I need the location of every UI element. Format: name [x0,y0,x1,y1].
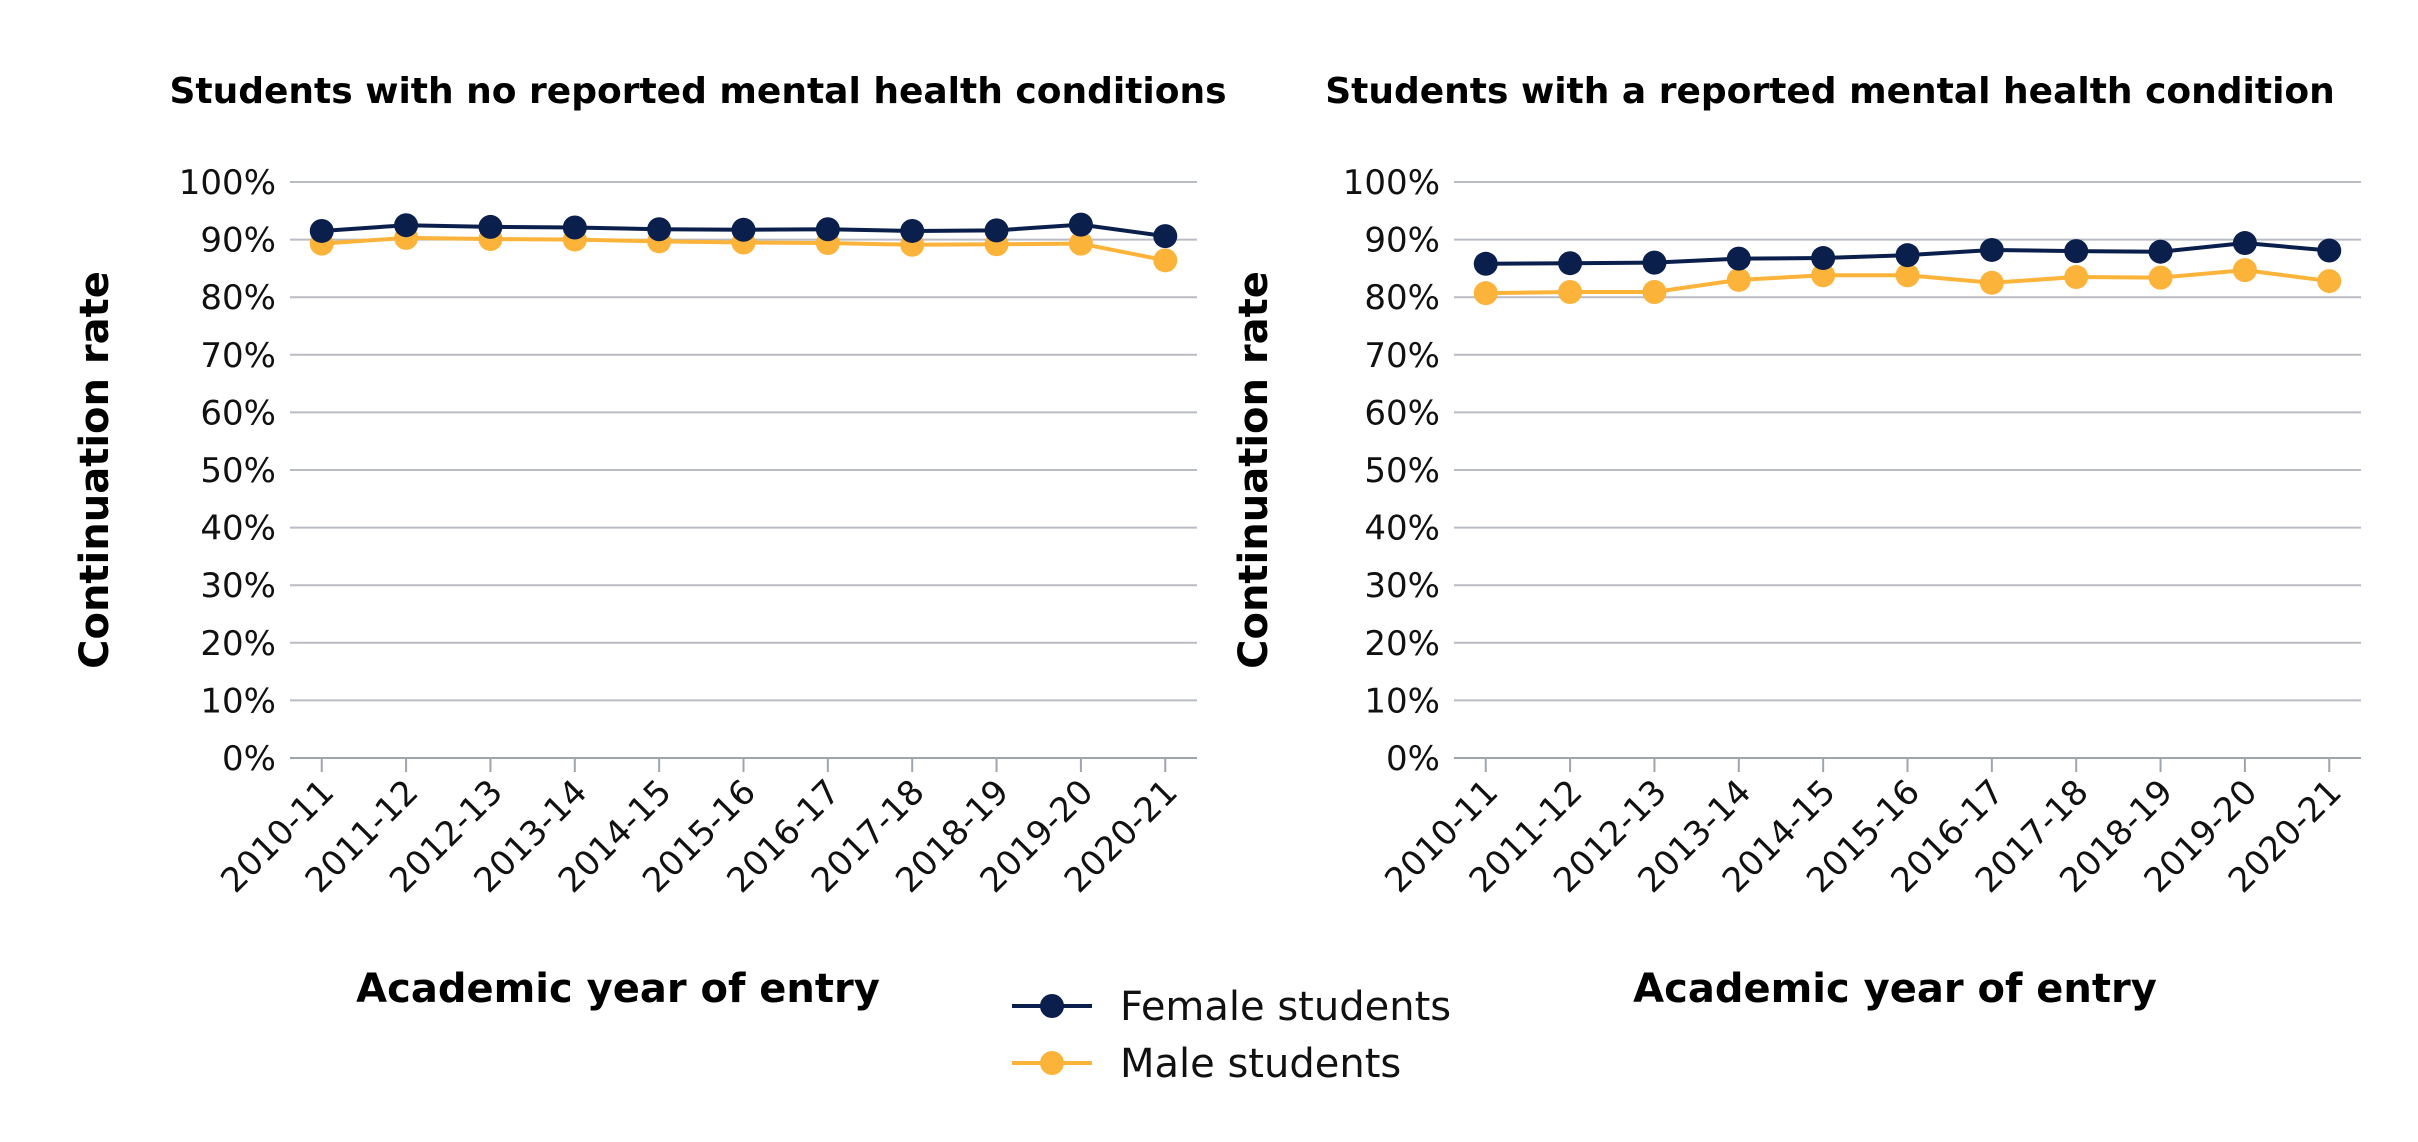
y-tick-label: 50% [200,451,276,491]
chart-title: Students with no reported mental health … [169,71,1226,112]
data-point-male [1642,280,1667,305]
y-tick-label: 50% [1364,451,1440,491]
y-tick-label: 80% [1364,278,1440,318]
data-point-female [1153,224,1178,249]
y-tick-label: 0% [222,739,276,779]
data-point-male [2148,265,2173,290]
chart-title: Students with a reported mental health c… [1325,71,2335,112]
y-tick-label: 40% [200,509,276,549]
y-tick-label: 20% [200,624,276,664]
y-tick-label: 100% [1343,163,1440,203]
series-female [1473,231,2342,276]
y-tick-label: 30% [200,566,276,606]
series-female [309,212,1178,249]
data-point-female [1642,250,1667,275]
legend-label-female: Female students [1120,984,1451,1030]
y-tick-labels: 0% 10% 20% 30% 40% 50% 60% 70% 80% 90% 100% [1343,163,1440,779]
data-point-male [1979,270,2004,295]
x-tick-labels: 2010-112011-122012-132013-142014-152015-… [213,758,1186,901]
data-point-female [1726,246,1751,271]
data-point-male [1811,263,1836,288]
y-tick-label: 40% [1364,509,1440,549]
data-point-male [1558,280,1583,305]
x-axis-title: Academic year of entry [1633,966,2157,1012]
data-point-female [647,217,672,242]
legend-item-female: Female students [1012,984,1451,1030]
y-tick-label: 70% [200,336,276,376]
data-point-female [1979,237,2004,262]
data-point-female [1558,251,1583,276]
data-point-female [900,218,925,243]
y-tick-label: 10% [1364,681,1440,721]
data-point-female [1895,243,1920,268]
y-tick-label: 0% [1386,739,1440,779]
gridlines [1454,181,2361,759]
data-point-female [562,215,587,240]
series-male [1473,258,2342,306]
y-tick-labels: 0% 10% 20% 30% 40% 50% 60% 70% 80% 90% 100% [179,163,276,779]
legend-marker-female [1040,994,1064,1018]
y-tick-label: 60% [200,393,276,433]
y-tick-label: 10% [200,681,276,721]
data-point-male [2064,265,2089,290]
gridlines [290,181,1197,759]
data-point-female [309,218,334,243]
data-point-female [1473,251,1498,276]
x-tick-labels: 2010-112011-122012-132013-142014-152015-… [1377,758,2350,901]
y-tick-label: 80% [200,278,276,318]
chart-legend: Female students Male students [1012,984,1451,1087]
data-point-male [1473,281,1498,306]
data-point-female [394,213,419,238]
data-point-male [1153,248,1178,273]
data-point-female [2317,238,2342,263]
data-point-female [984,218,1009,243]
data-point-female [2148,239,2173,264]
data-point-female [478,214,503,239]
y-tick-label: 30% [1364,566,1440,606]
y-tick-label: 90% [200,221,276,261]
y-axis-title: Continuation rate [72,271,118,669]
y-axis-title: Continuation rate [1231,271,1277,669]
y-tick-label: 70% [1364,336,1440,376]
y-tick-label: 90% [1364,221,1440,261]
data-point-female [815,217,840,242]
data-point-male [2232,258,2257,283]
data-point-male [1726,267,1751,292]
legend-marker-male [1040,1051,1064,1075]
data-point-female [1811,246,1836,271]
data-point-female [1068,212,1093,237]
data-point-male [1068,231,1093,256]
y-tick-label: 100% [179,163,276,203]
legend-label-male: Male students [1120,1041,1401,1087]
chart-panel-no-condition: Students with no reported mental health … [72,71,1227,1012]
chart-panel-with-condition: Students with a reported mental health c… [1231,71,2361,1012]
y-tick-label: 20% [1364,624,1440,664]
x-axis-title: Academic year of entry [356,966,880,1012]
legend-item-male: Male students [1012,1041,1401,1087]
data-point-male [1895,263,1920,288]
data-point-female [2064,239,2089,264]
data-point-male [2317,269,2342,294]
data-point-female [731,217,756,242]
y-tick-label: 60% [1364,393,1440,433]
data-point-female [2232,231,2257,256]
